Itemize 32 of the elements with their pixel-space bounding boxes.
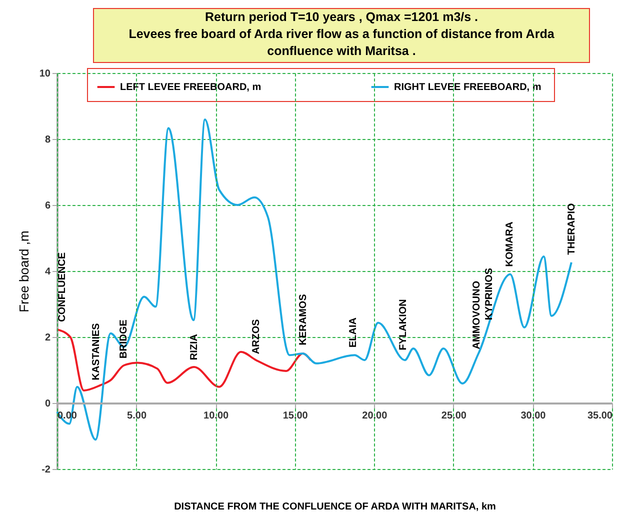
x-tick-label: 5.00 (127, 410, 147, 422)
annotation: CONFLUENCE (56, 252, 68, 322)
y-tick-label: 0 (44, 398, 51, 410)
x-tick-label: 10.00 (204, 410, 230, 422)
legend-label: LEFT LEVEE FREEBOARD, m (120, 82, 262, 93)
annotation: ARZOS (251, 318, 262, 354)
y-tick-label: -2 (42, 464, 51, 476)
annotation: THERAPIO (566, 202, 578, 255)
annotation: KERAMOS (298, 294, 309, 346)
annotation: ELAIA (348, 318, 360, 348)
x-tick-label: 25.00 (441, 410, 467, 422)
x-tick-label: 15.00 (282, 410, 308, 422)
y-tick-label: 2 (44, 332, 51, 344)
y-tick-label: 4 (44, 266, 51, 278)
annotation: KYPRINOS (484, 268, 496, 320)
annotation: KASTANIES (91, 322, 102, 380)
annotation: AMMOVOUNO (472, 280, 483, 350)
chart-title: Return period T=10 years , Qmax =1201 m3/s . (204, 9, 480, 26)
x-tick-label: 35.00 (587, 410, 613, 422)
annotation: FYLAKION (398, 299, 410, 350)
y-tick-label: 10 (39, 68, 51, 80)
y-tick-label: 6 (44, 200, 51, 212)
x-tick-label: 20.00 (362, 410, 388, 422)
y-axis-title: Free board ,m (16, 230, 32, 312)
line-series (56, 118, 572, 441)
x-axis-title: DISTANCE FROM THE CONFLUENCE OF ARDA WITH MARITSA, km (174, 502, 496, 512)
annotation: BRIDGE (118, 319, 130, 358)
y-tick-label: 8 (44, 134, 51, 146)
x-tick-label: 30.00 (520, 410, 546, 422)
chart-subtitle: Levees free board of Arda river flow as a function of distance from Arda confluence with Maritsa . (128, 26, 556, 60)
annotation: KOMARA (504, 222, 516, 267)
annotation: RIZIA (189, 334, 200, 360)
